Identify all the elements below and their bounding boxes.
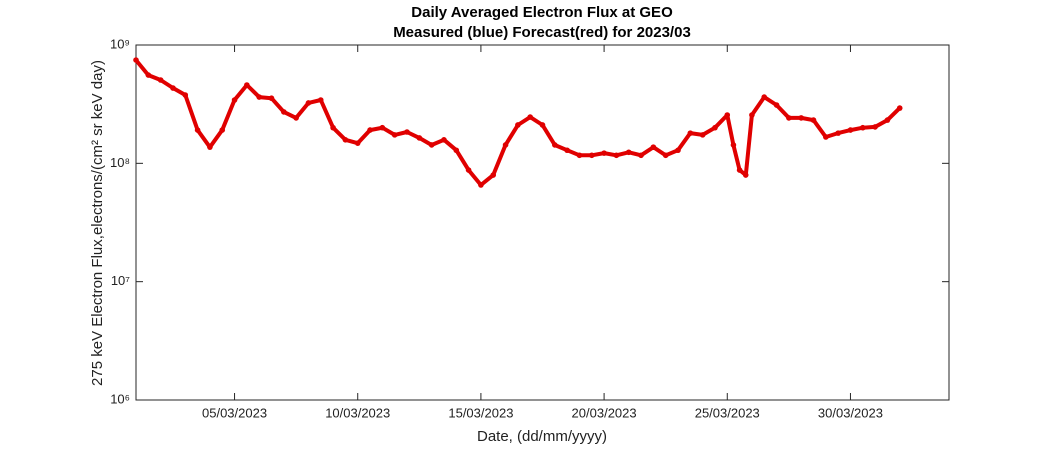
y-tick-label: 10⁷	[111, 273, 130, 288]
data-point	[404, 129, 410, 135]
data-point	[613, 152, 620, 159]
data-point	[552, 142, 558, 148]
data-point	[736, 167, 743, 173]
data-point	[749, 112, 755, 118]
data-point	[465, 167, 472, 173]
data-point	[810, 117, 817, 123]
x-tick-label: 25/03/2023	[695, 405, 760, 420]
data-point	[207, 144, 213, 150]
data-point	[539, 122, 546, 128]
data-point	[730, 142, 737, 148]
x-tick-label: 10/03/2023	[325, 405, 390, 420]
data-point	[625, 149, 632, 156]
data-point	[847, 127, 854, 133]
data-point	[268, 95, 275, 102]
data-point	[502, 142, 509, 148]
data-point	[293, 115, 299, 121]
data-point	[724, 112, 731, 118]
data-point	[490, 172, 497, 178]
data-point	[859, 124, 866, 131]
data-point	[884, 117, 891, 123]
data-point	[244, 82, 250, 88]
data-point	[872, 124, 878, 130]
data-point	[231, 97, 238, 103]
x-tick-label: 20/03/2023	[572, 405, 637, 420]
data-point	[281, 109, 287, 115]
y-axis-label: 275 keV Electron Flux,electrons/(cm² sr …	[89, 60, 106, 386]
data-point	[786, 115, 792, 121]
data-point	[256, 94, 262, 100]
x-axis-label: Date, (dd/mm/yyyy)	[477, 428, 607, 445]
data-point	[527, 114, 533, 120]
data-point	[478, 182, 484, 188]
data-point	[145, 72, 152, 78]
data-point	[182, 92, 189, 98]
data-point	[379, 124, 386, 131]
data-point	[742, 172, 749, 178]
chart-subtitle: Measured (blue) Forecast(red) for 2023/0…	[393, 24, 691, 41]
data-point	[588, 152, 595, 159]
data-point	[564, 147, 570, 154]
data-point	[453, 147, 460, 154]
plot-frame	[135, 44, 950, 401]
data-point	[761, 94, 768, 100]
data-point	[699, 132, 706, 138]
data-point	[687, 130, 694, 136]
data-point	[367, 127, 373, 133]
x-tick-label: 15/03/2023	[448, 405, 513, 420]
data-point	[170, 85, 176, 91]
data-point	[330, 124, 336, 131]
chart-title: Daily Averaged Electron Flux at GEO	[411, 4, 673, 21]
data-point	[133, 57, 139, 63]
data-point	[662, 152, 669, 159]
y-tick-label: 10⁶	[110, 391, 130, 406]
y-tick-label: 10⁹	[110, 36, 130, 51]
data-point	[896, 105, 903, 111]
data-point	[428, 142, 435, 148]
data-point	[391, 132, 398, 138]
y-tick-label: 10⁸	[110, 155, 130, 170]
data-point	[638, 152, 644, 159]
x-tick-label: 30/03/2023	[818, 405, 883, 420]
data-point	[416, 135, 423, 141]
data-point	[712, 124, 718, 131]
data-point	[515, 122, 521, 128]
data-point	[342, 137, 349, 143]
data-point	[354, 140, 361, 146]
data-point	[835, 130, 841, 136]
data-point	[650, 144, 657, 150]
data-point	[219, 127, 226, 133]
data-point	[157, 77, 164, 83]
data-point	[305, 100, 312, 106]
data-point	[601, 150, 607, 156]
data-point	[317, 97, 324, 103]
x-tick-label: 05/03/2023	[202, 405, 267, 420]
data-point	[194, 127, 201, 133]
data-point	[773, 102, 780, 108]
data-point	[823, 134, 829, 140]
data-point	[798, 115, 804, 121]
data-point	[441, 137, 447, 143]
data-point	[576, 152, 583, 159]
data-point	[675, 147, 681, 154]
